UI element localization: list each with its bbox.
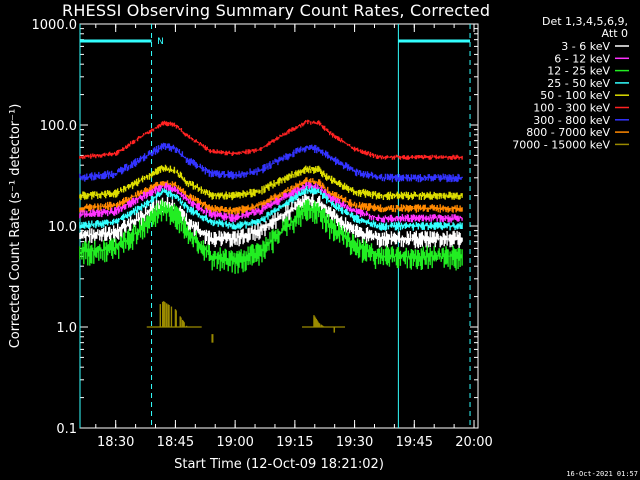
y-tick-label: 0.1 — [56, 422, 77, 437]
x-tick-label: 19:30 — [336, 435, 373, 450]
y-tick-label: 100.0 — [40, 119, 77, 134]
series-50-100keV — [79, 164, 463, 201]
legend-label: 12 - 25 keV — [547, 65, 610, 78]
series-3-6keV — [79, 193, 463, 249]
series-trace — [79, 177, 463, 216]
x-tick-label: 18:45 — [157, 435, 194, 450]
series-trace — [79, 142, 463, 183]
series-25-50keV — [79, 185, 463, 231]
series-300-800keV — [79, 142, 463, 183]
series-6-12keV — [79, 182, 463, 223]
series-trace — [79, 182, 463, 223]
legend-label: 6 - 12 keV — [554, 52, 610, 65]
legend-label: 100 - 300 keV — [533, 102, 610, 115]
x-tick-label: 19:45 — [396, 435, 433, 450]
series-trace — [79, 185, 463, 231]
x-tick-label: 19:15 — [276, 435, 313, 450]
x-tick-label: 19:00 — [216, 435, 253, 450]
legend-label: 800 - 7000 keV — [526, 126, 610, 139]
timestamp: 16-Oct-2021 01:57 — [566, 470, 638, 478]
series-800-7000keV — [79, 177, 463, 216]
x-axis-label: Start Time (12-Oct-09 18:21:02) — [174, 457, 384, 472]
y-axis-label: Corrected Count Rate (s⁻¹ detector⁻¹) — [8, 104, 23, 349]
legend-label: 50 - 100 keV — [540, 89, 610, 102]
series-trace — [79, 164, 463, 201]
y-tick-label: 10.0 — [48, 220, 77, 235]
saa-label: N — [157, 37, 164, 47]
series-trace — [79, 199, 463, 274]
series-trace — [79, 119, 463, 160]
legend-header: Det 1,3,4,5,6,9, — [542, 15, 628, 28]
series-trace — [79, 193, 463, 249]
legend-label: 25 - 50 keV — [547, 77, 610, 90]
legend-label: 300 - 800 keV — [533, 114, 610, 127]
legend-header: Att 0 — [602, 27, 628, 40]
y-tick-label: 1000.0 — [32, 18, 78, 33]
chart-title: RHESSI Observing Summary Count Rates, Co… — [62, 1, 491, 20]
series-100-300keV — [79, 119, 463, 160]
legend-label: 3 - 6 keV — [561, 40, 610, 53]
x-tick-label: 18:30 — [97, 435, 134, 450]
legend-label: 7000 - 15000 keV — [512, 138, 610, 151]
y-tick-label: 1.0 — [56, 321, 77, 336]
series-12-25keV — [79, 199, 463, 274]
x-tick-label: 20:00 — [455, 435, 492, 450]
